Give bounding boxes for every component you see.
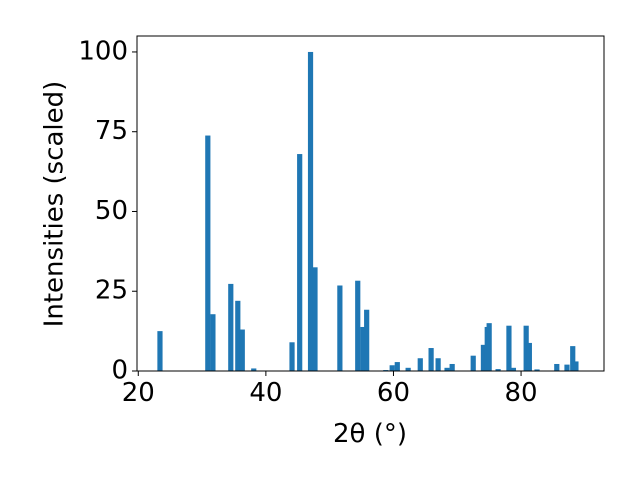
bar (394, 362, 400, 371)
bar (554, 363, 560, 371)
y-tick-label: 75 (95, 116, 128, 146)
bar (573, 361, 579, 371)
bar (210, 314, 216, 371)
bar (297, 154, 303, 371)
bar (355, 280, 361, 371)
bar (428, 348, 434, 371)
bar (337, 285, 343, 371)
bar (364, 309, 370, 371)
bar (435, 358, 441, 371)
bar (480, 344, 487, 371)
bar (405, 367, 411, 371)
y-tick-label: 100 (78, 36, 128, 66)
x-tick-label: 80 (505, 378, 538, 408)
bar (251, 368, 257, 371)
y-tick-label: 25 (95, 276, 128, 306)
x-axis-label: 2θ (°) (333, 419, 407, 449)
y-axis-label: Intensities (scaled) (40, 81, 70, 328)
bar (495, 369, 501, 371)
bar (570, 346, 576, 371)
bar (470, 355, 476, 371)
bar (506, 325, 512, 371)
bar (449, 363, 455, 371)
bar (312, 267, 318, 371)
bar (228, 283, 234, 371)
bar (307, 51, 314, 371)
bar (523, 325, 529, 371)
bar (157, 331, 163, 371)
bar (417, 358, 423, 371)
bar (534, 369, 540, 371)
x-tick-label: 40 (249, 378, 282, 408)
bar (526, 342, 532, 371)
bar (235, 300, 241, 371)
y-tick-label: 50 (95, 196, 128, 226)
bar (239, 329, 245, 371)
bar (564, 364, 570, 371)
x-tick-label: 20 (122, 378, 155, 408)
bar (289, 342, 295, 371)
x-tick-label: 60 (377, 378, 410, 408)
bar (360, 326, 366, 371)
bar (389, 365, 395, 371)
bar (444, 367, 450, 371)
plot-frame (136, 35, 605, 372)
bar (486, 323, 492, 371)
y-tick-label: 0 (111, 356, 128, 386)
bar (205, 135, 211, 371)
bar (510, 367, 517, 371)
